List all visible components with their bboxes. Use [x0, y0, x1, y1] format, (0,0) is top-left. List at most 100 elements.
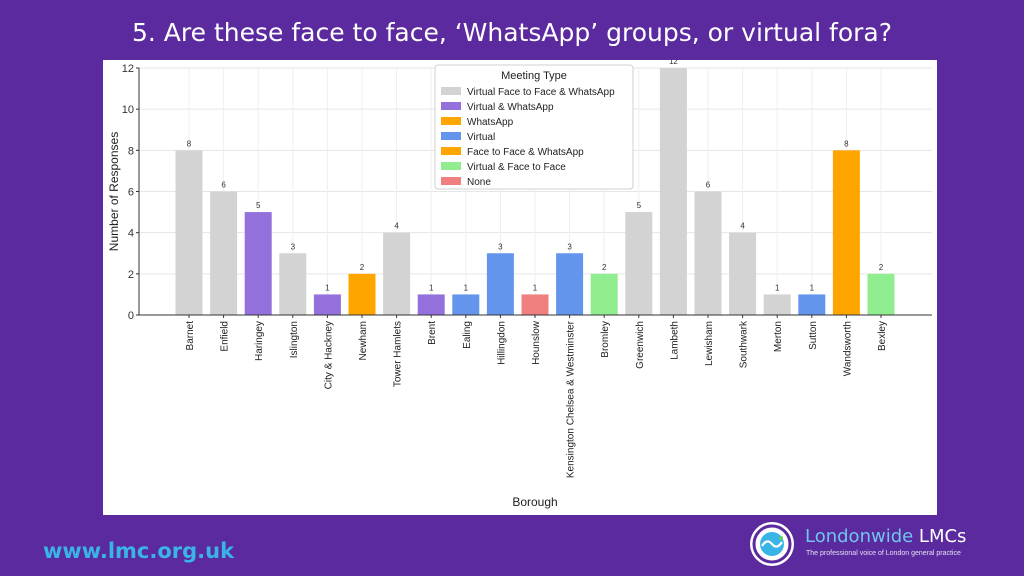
bar-lambeth	[659, 68, 687, 315]
legend-swatch-virtual-and-face-to-face	[441, 162, 461, 170]
bar-ealing	[452, 294, 480, 315]
y-tick-label: 10	[122, 104, 134, 116]
legend-swatch-whatsapp	[441, 117, 461, 125]
logo-name-part2: LMCs	[913, 526, 967, 547]
bar-greenwich	[625, 212, 653, 315]
legend-label-virtual-and-face-to-face: Virtual & Face to Face	[467, 162, 566, 173]
footer-url-link[interactable]: www.lmc.org.uk	[43, 539, 235, 563]
bar-brent	[417, 294, 445, 315]
legend-label-whatsapp: WhatsApp	[467, 117, 514, 128]
data-label-tower-hamlets: 4	[394, 222, 399, 231]
data-label-ealing: 1	[464, 283, 469, 292]
bar-merton	[763, 294, 791, 315]
data-label-bexley: 2	[879, 263, 884, 272]
legend-box	[434, 64, 634, 190]
bar-hillingdon	[486, 253, 514, 315]
legend-label-virtual: Virtual	[467, 132, 495, 143]
bar-barnet	[175, 150, 203, 315]
legend-swatch-virtual-face-to-face-and-whatsapp	[441, 87, 461, 95]
x-tick-label-hillingdon: Hillingdon	[496, 321, 507, 365]
data-label-southwark: 4	[740, 222, 745, 231]
data-label-newham: 2	[360, 263, 365, 272]
x-tick-label-sutton: Sutton	[808, 321, 819, 350]
y-tick-label: 2	[128, 269, 134, 281]
bar-lewisham	[694, 191, 722, 315]
legend-layer: Meeting Type Virtual Face to Face & Whats…	[434, 64, 634, 190]
data-label-sutton: 1	[810, 283, 815, 292]
x-tick-label-ealing: Ealing	[462, 321, 473, 349]
x-tick-label-islington: Islington	[289, 321, 300, 358]
x-tick-label-city-and-hackney: City & Hackney	[323, 321, 334, 389]
x-tick-label-barnet: Barnet	[185, 321, 196, 351]
legend-label-virtual-face-to-face-and-whatsapp: Virtual Face to Face & WhatsApp	[467, 87, 615, 98]
data-label-lewisham: 6	[706, 181, 711, 190]
bar-wandsworth	[832, 150, 860, 315]
x-tick-label-bexley: Bexley	[877, 321, 888, 351]
x-tick-label-hounslow: Hounslow	[531, 320, 542, 365]
bar-enfield	[210, 191, 238, 315]
logo-emblem-icon	[750, 522, 794, 566]
x-tick-label-enfield: Enfield	[220, 321, 231, 352]
legend-label-face-to-face-and-whatsapp: Face to Face & WhatsApp	[467, 147, 584, 158]
bar-islington	[279, 253, 307, 315]
data-label-bromley: 2	[602, 263, 607, 272]
x-tick-label-lambeth: Lambeth	[669, 321, 680, 360]
y-axis-title: Number of Responses	[107, 132, 121, 251]
bar-sutton	[798, 294, 826, 315]
legend-swatch-face-to-face-and-whatsapp	[441, 147, 461, 155]
x-tick-label-merton: Merton	[773, 321, 784, 352]
legend-label-none: None	[467, 177, 491, 188]
y-tick-label: 4	[128, 228, 134, 240]
chart-panel: 8 6 5 3 1 2 4 1 1 3 1 3 2 5 12 6 4 1 1 8 2 0 2 4 6 8 10 12 Barnet En…	[103, 60, 937, 515]
data-label-barnet: 8	[187, 139, 192, 148]
data-label-islington: 3	[291, 242, 296, 251]
x-tick-label-wandsworth: Wandsworth	[842, 321, 853, 376]
data-label-city-and-hackney: 1	[325, 283, 330, 292]
x-tick-label-haringey: Haringey	[254, 321, 265, 361]
bar-kensington-chelsea-and-westminster	[556, 253, 584, 315]
legend-title: Meeting Type	[501, 70, 567, 82]
bar-southwark	[729, 232, 757, 315]
x-tick-label-greenwich: Greenwich	[635, 321, 646, 369]
logo-name: Londonwide LMCs	[805, 526, 966, 547]
x-tick-label-lewisham: Lewisham	[704, 321, 715, 366]
slide-title: 5. Are these face to face, ‘WhatsApp’ gr…	[132, 18, 892, 47]
data-label-hounslow: 1	[533, 283, 538, 292]
x-tick-label-kensington-chelsea-and-westminster: Kensington Chelsea & Westminster	[566, 320, 577, 478]
bar-hounslow	[521, 294, 549, 315]
logo-tagline: The professional voice of London general…	[806, 550, 961, 557]
x-tick-label-tower-hamlets: Tower Hamlets	[393, 321, 404, 387]
data-label-brent: 1	[429, 283, 434, 292]
legend-swatch-virtual	[441, 132, 461, 140]
x-tick-label-brent: Brent	[427, 321, 438, 345]
x-tick-label-newham: Newham	[358, 321, 369, 360]
logo-name-part1: Londonwide	[805, 526, 914, 547]
x-tick-label-bromley: Bromley	[600, 321, 611, 358]
y-tick-label: 12	[122, 63, 134, 75]
data-label-wandsworth: 8	[844, 139, 849, 148]
bar-haringey	[244, 212, 272, 315]
bar-city-and-hackney	[313, 294, 341, 315]
data-label-kensington-chelsea-and-westminster: 3	[567, 242, 572, 251]
y-tick-label: 8	[128, 145, 134, 157]
bar-bromley	[590, 273, 618, 315]
legend-swatch-virtual-and-whatsapp	[441, 102, 461, 110]
x-tick-label-southwark: Southwark	[739, 320, 750, 368]
data-label-greenwich: 5	[637, 201, 642, 210]
bar-tower-hamlets	[383, 232, 411, 315]
data-label-lambeth: 12	[669, 60, 678, 66]
bar-newham	[348, 273, 376, 315]
x-axis-title: Borough	[512, 495, 557, 509]
data-label-merton: 1	[775, 283, 780, 292]
data-label-enfield: 6	[221, 181, 226, 190]
brand-logo: Londonwide LMCs The professional voice o…	[750, 522, 990, 568]
legend-swatch-none	[441, 177, 461, 185]
bar-bexley	[867, 273, 895, 315]
data-label-hillingdon: 3	[498, 242, 503, 251]
y-tick-label: 6	[128, 187, 134, 199]
y-tick-label: 0	[128, 310, 134, 322]
data-label-haringey: 5	[256, 201, 261, 210]
